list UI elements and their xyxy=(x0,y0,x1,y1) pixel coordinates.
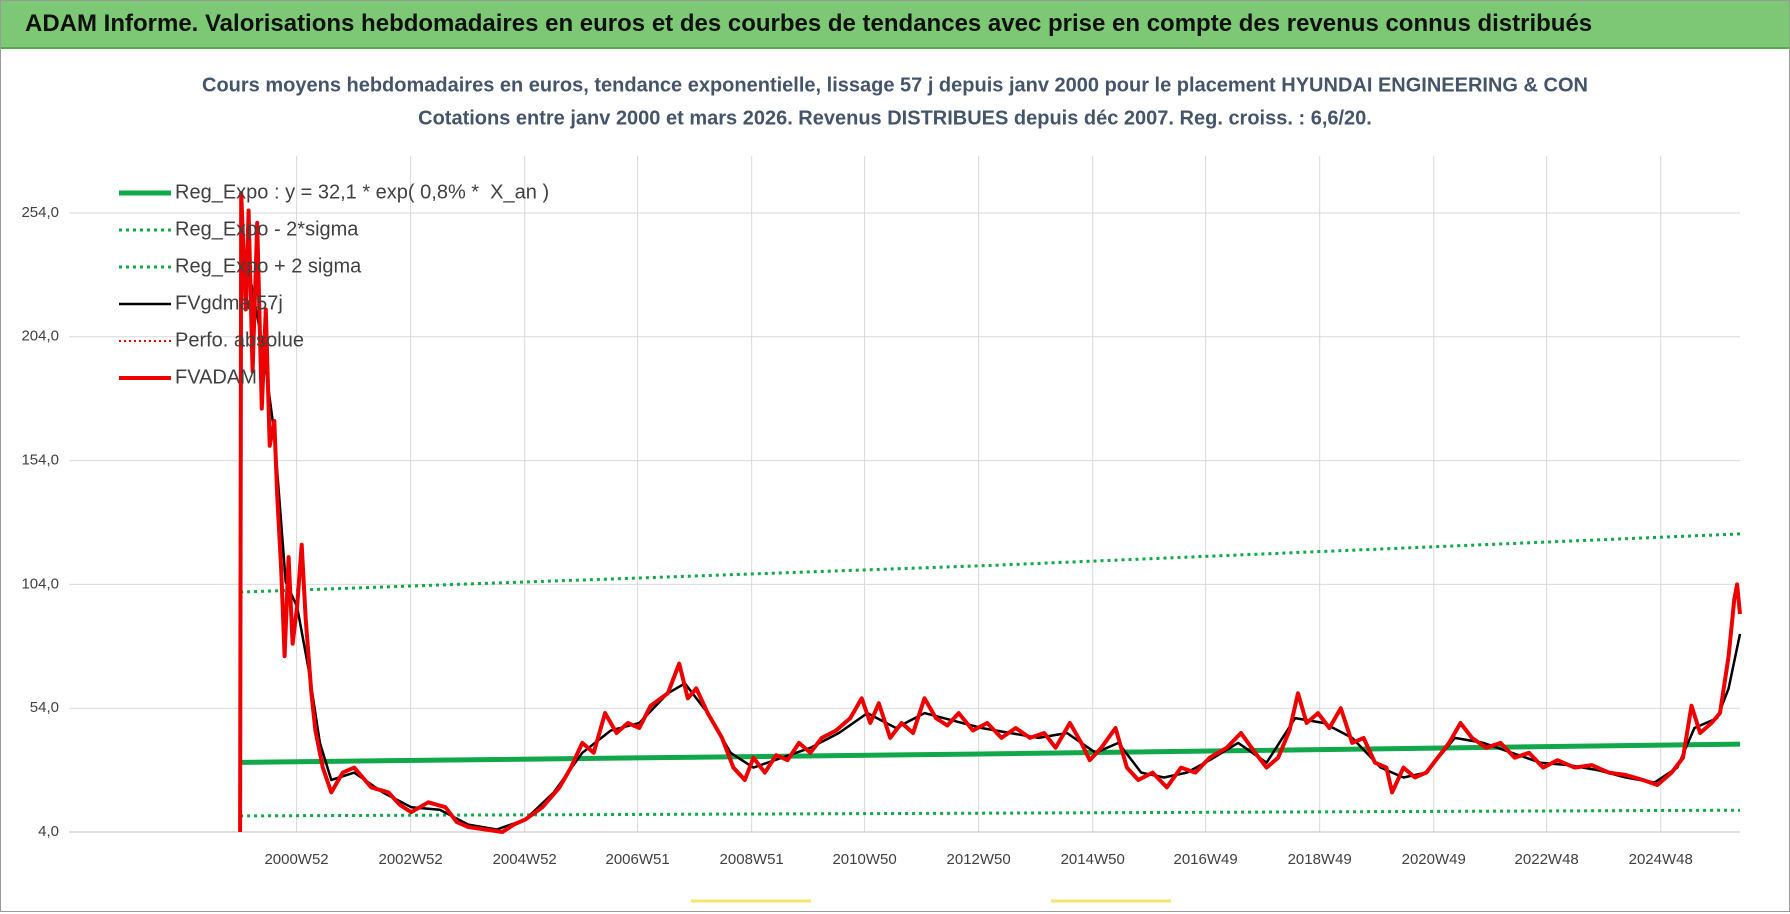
chart-title: Cours moyens hebdomadaires en euros, ten… xyxy=(202,74,1588,96)
chart-subtitle: Cotations entre janv 2000 et mars 2026. … xyxy=(418,107,1372,129)
x-tick-label: 2004W52 xyxy=(493,851,557,868)
x-tick-label: 2014W50 xyxy=(1061,851,1125,868)
x-tick-label: 2024W48 xyxy=(1629,851,1693,868)
header-title: ADAM Informe. Valorisations hebdomadaire… xyxy=(1,1,1789,49)
legend-label: FVADAM xyxy=(175,366,257,388)
x-tick-label: 2008W51 xyxy=(720,851,784,868)
x-tick-label: 2002W52 xyxy=(379,851,443,868)
x-tick-label: 2018W49 xyxy=(1288,851,1352,868)
series-line xyxy=(240,808,1741,818)
y-tick-label: 4,0 xyxy=(38,823,59,840)
legend-label: FVgdma 57j xyxy=(175,292,283,314)
x-tick-label: 2016W49 xyxy=(1174,851,1238,868)
y-tick-label: 154,0 xyxy=(21,452,59,469)
x-tick-label: 2010W50 xyxy=(832,851,896,868)
y-tick-label: 204,0 xyxy=(21,328,59,345)
legend-label: Reg_Expo - 2*sigma xyxy=(175,218,359,240)
x-tick-label: 2020W49 xyxy=(1402,851,1466,868)
legend-label: Perfo. absolue xyxy=(175,329,304,351)
x-tick-label: 2006W51 xyxy=(605,851,669,868)
x-tick-label: 2000W52 xyxy=(264,851,328,868)
x-tick-label: 2012W50 xyxy=(947,851,1011,868)
series-line xyxy=(238,191,1742,834)
x-tick-label: 2022W48 xyxy=(1515,851,1579,868)
y-tick-label: 54,0 xyxy=(30,699,59,716)
legend-label: Reg_Expo : y = 32,1 * exp( 0,8% * X_an ) xyxy=(175,181,549,203)
y-tick-label: 104,0 xyxy=(21,575,59,592)
series-line xyxy=(240,532,1741,594)
y-tick-label: 254,0 xyxy=(21,204,59,221)
chart: Cours moyens hebdomadaires en euros, ten… xyxy=(21,74,1742,903)
legend-label: Reg_Expo + 2 sigma xyxy=(175,255,362,277)
